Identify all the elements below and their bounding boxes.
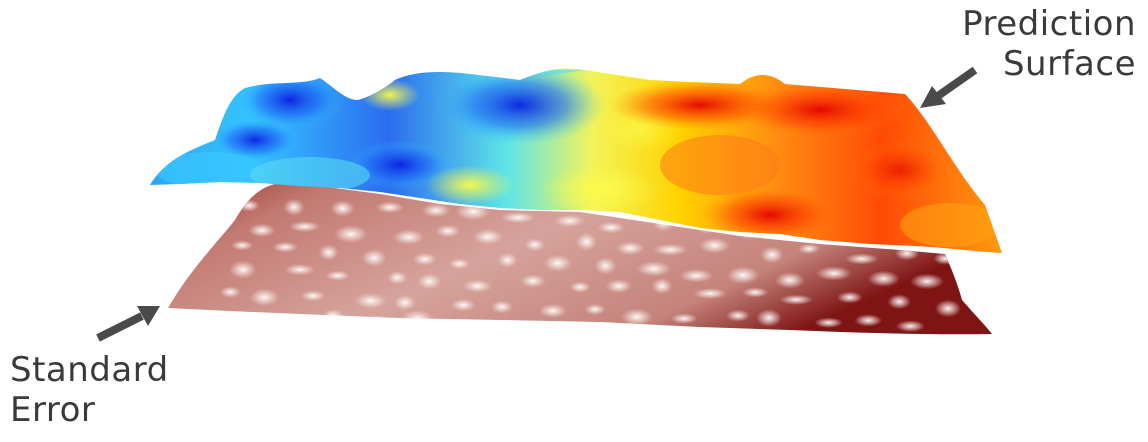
error-surface-spot xyxy=(272,241,299,253)
error-surface-spot xyxy=(772,331,795,335)
error-surface-spot xyxy=(693,288,728,299)
prediction-label-line-1: Prediction xyxy=(962,4,1136,44)
error-surface-spot xyxy=(569,281,591,293)
error-surface-spot xyxy=(435,224,461,238)
error-surface-spot xyxy=(248,223,276,238)
error-surface-spot xyxy=(325,270,351,281)
error-surface-spot xyxy=(923,342,949,358)
error-surface-spot xyxy=(491,321,522,332)
error-surface-spot xyxy=(543,254,573,272)
prediction-arrow xyxy=(920,66,978,108)
error-surface-spot xyxy=(636,261,672,277)
error-surface-spot xyxy=(322,309,344,322)
error-surface-spot xyxy=(677,327,705,335)
error-surface-spot xyxy=(520,274,546,288)
standard-error-label-line-1: Standard xyxy=(10,350,169,390)
error-surface-spot xyxy=(226,311,255,322)
error-surface-spot xyxy=(412,252,437,266)
error-surface-spot xyxy=(867,270,900,287)
prediction-label-line-2: Surface xyxy=(1002,44,1136,84)
error-surface-spot xyxy=(814,317,843,328)
error-surface-spot xyxy=(742,287,769,298)
error-surface-spot xyxy=(854,314,883,327)
error-surface-spot xyxy=(318,244,339,261)
error-surface-spot xyxy=(605,279,632,294)
error-surface-spot xyxy=(421,203,451,218)
error-surface-spot xyxy=(393,294,417,311)
error-surface-spot xyxy=(334,225,368,244)
error-surface-spot xyxy=(460,319,490,335)
error-surface-spot xyxy=(262,312,290,323)
error-surface-spot xyxy=(524,238,545,252)
error-surface-spot xyxy=(450,298,476,312)
error-surface-spot xyxy=(698,237,731,254)
error-surface-spot xyxy=(448,258,471,270)
error-surface-spot xyxy=(300,290,326,302)
error-surface-spot xyxy=(779,294,814,305)
error-surface-spot xyxy=(845,253,879,265)
error-surface-spot xyxy=(594,257,617,275)
error-surface-spot xyxy=(538,303,568,318)
error-surface-spot xyxy=(417,273,442,290)
error-surface-spot xyxy=(330,200,355,217)
prediction-surface-label: Prediction Surface xyxy=(962,4,1136,84)
error-surface-spot xyxy=(237,199,260,212)
error-surface-spot xyxy=(819,335,841,348)
error-surface-spot xyxy=(219,286,242,298)
standard-error-label-line-2: Error xyxy=(10,390,96,430)
error-surface-spot xyxy=(584,303,606,315)
error-surface-spot xyxy=(866,342,893,356)
error-surface-spot xyxy=(887,294,911,310)
error-surface-spot xyxy=(726,266,760,284)
error-surface-spot xyxy=(491,300,513,314)
error-surface-spot xyxy=(500,211,536,224)
error-surface-spot xyxy=(400,309,434,328)
error-surface-spot xyxy=(894,246,920,261)
error-surface-spot xyxy=(392,229,425,245)
error-surface-spot xyxy=(597,221,625,234)
error-surface-spot xyxy=(909,273,945,290)
error-surface-spot xyxy=(387,271,408,285)
error-surface-spot xyxy=(934,299,962,318)
error-surface-spot xyxy=(497,252,518,268)
error-surface-spot xyxy=(284,264,316,276)
error-surface-spot xyxy=(354,293,387,309)
error-surface-spot xyxy=(288,221,321,233)
error-surface-spot xyxy=(735,337,756,350)
error-surface-spot xyxy=(554,214,585,227)
standard-error-label: Standard Error xyxy=(10,350,169,430)
error-surface-spot xyxy=(472,229,504,245)
standard-error-arrow xyxy=(96,306,160,342)
error-surface-spot xyxy=(358,314,394,332)
error-surface-spot xyxy=(756,309,782,327)
error-surface-spot xyxy=(283,198,305,216)
error-surface-spot xyxy=(816,266,852,281)
error-surface-spot xyxy=(760,246,784,264)
error-surface-spot xyxy=(550,320,576,335)
error-surface-spot xyxy=(670,313,698,324)
error-surface-spot xyxy=(593,321,625,335)
error-surface-spot xyxy=(653,243,688,256)
error-surface-spot xyxy=(836,291,863,304)
error-surface-spot xyxy=(375,201,404,214)
error-surface-spot xyxy=(679,269,714,283)
error-surface-spot xyxy=(933,252,957,265)
error-surface-spot xyxy=(620,308,653,326)
error-surface-spot xyxy=(229,260,257,279)
error-surface-spot xyxy=(462,279,493,293)
error-surface-spot xyxy=(651,278,673,295)
error-surface-spot xyxy=(774,272,805,289)
error-surface-spot xyxy=(615,241,645,256)
error-surface-spot xyxy=(361,249,387,267)
error-surface-spot xyxy=(230,240,254,251)
error-surface-spot xyxy=(798,243,820,254)
error-surface-spot xyxy=(575,232,598,251)
error-surface-spot xyxy=(895,320,926,333)
error-surface-spot xyxy=(633,326,656,335)
error-surface-spot xyxy=(249,288,280,307)
error-surface-spot xyxy=(726,309,750,322)
